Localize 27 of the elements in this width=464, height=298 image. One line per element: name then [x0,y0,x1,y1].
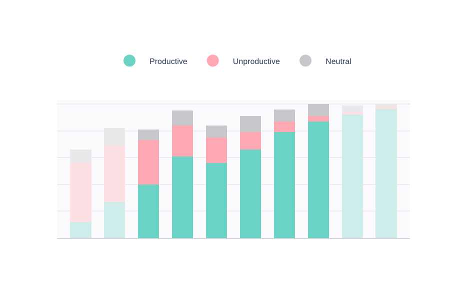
bar [104,146,126,202]
legend-label: Unproductive [232,56,281,66]
bar [240,116,261,132]
bar [206,138,228,163]
bar [172,156,194,238]
bar [308,116,329,122]
bar [138,140,160,184]
bar [342,114,363,238]
bar [70,162,92,222]
bar [274,121,295,132]
bar [138,184,160,238]
bar [172,110,194,126]
bar [138,129,160,140]
bar [240,150,261,238]
bar [172,125,194,156]
bar [70,222,92,238]
bar [274,132,295,238]
bar [376,108,397,238]
bar [308,121,329,238]
bar [104,202,126,238]
legend-label: Productive [150,56,188,66]
bar [274,109,295,122]
bar [206,162,228,238]
legend-label: Neutral [326,56,352,66]
bar [308,104,329,116]
bar [240,132,261,150]
bar [206,125,228,138]
